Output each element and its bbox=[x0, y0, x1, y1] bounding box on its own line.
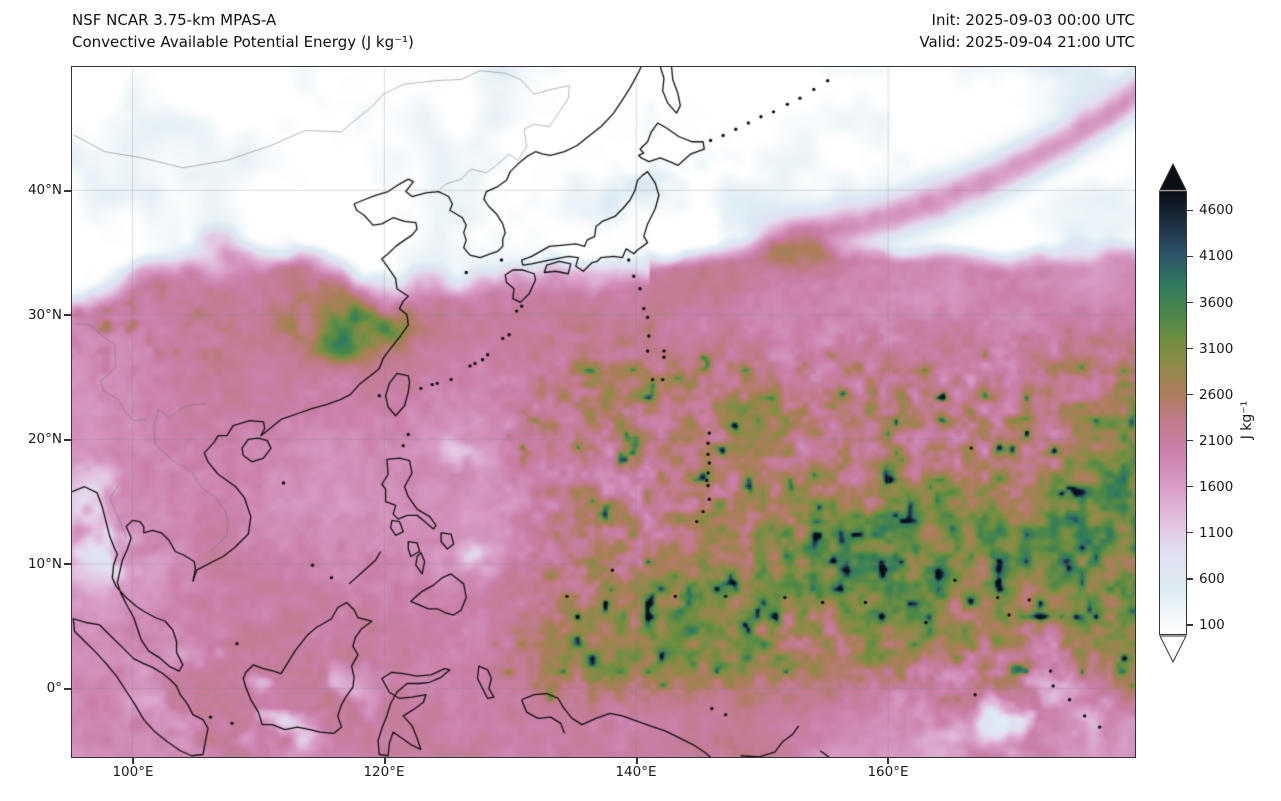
y-tick-label-40n: 40°N bbox=[27, 182, 62, 198]
colorbar bbox=[1159, 191, 1187, 635]
coastline-overlay bbox=[72, 67, 1135, 757]
map-panel bbox=[71, 66, 1136, 758]
colorbar-tick-label: 100 bbox=[1199, 616, 1225, 633]
colorbar-tickmark bbox=[1187, 255, 1193, 258]
colorbar-tick-label: 4100 bbox=[1199, 248, 1234, 265]
colorbar-tick-label: 3600 bbox=[1199, 294, 1234, 311]
variable-name: Convective Available Potential Energy (J… bbox=[72, 33, 414, 51]
x-tick-label-120e: 120°E bbox=[363, 764, 405, 780]
colorbar-tick-label: 1600 bbox=[1199, 478, 1234, 495]
colorbar-tickmark bbox=[1187, 347, 1193, 350]
y-axis-tick bbox=[64, 688, 71, 690]
time-block: Init: 2025-09-03 00:00 UTC Valid: 2025-0… bbox=[635, 9, 1135, 53]
y-axis-tick bbox=[64, 439, 71, 441]
y-axis-tick bbox=[64, 314, 71, 316]
model-name: NSF NCAR 3.75-km MPAS-A bbox=[72, 11, 277, 29]
colorbar-tickmark bbox=[1187, 301, 1193, 304]
colorbar-tickmark bbox=[1187, 578, 1193, 580]
x-tick-label-140e: 140°E bbox=[615, 764, 657, 780]
colorbar-tick-label: 3100 bbox=[1199, 340, 1234, 357]
colorbar-tick-label: 600 bbox=[1199, 570, 1225, 587]
colorbar-extend-max-arrow bbox=[1159, 163, 1187, 191]
colorbar-tickmark bbox=[1187, 209, 1193, 212]
y-tick-label-30n: 30°N bbox=[27, 307, 62, 323]
colorbar-unit-label: J kg⁻¹ bbox=[1239, 400, 1255, 440]
colorbar-tickmark bbox=[1187, 439, 1193, 442]
x-axis-tick bbox=[384, 757, 386, 764]
colorbar-tick-label: 1100 bbox=[1199, 524, 1234, 541]
y-tick-label-0: 0° bbox=[46, 680, 62, 696]
colorbar-tick-label: 2600 bbox=[1199, 386, 1234, 403]
colorbar-extend-min-arrow bbox=[1159, 635, 1187, 663]
colorbar-tickmark bbox=[1187, 531, 1193, 534]
y-axis-tick bbox=[64, 563, 71, 565]
colorbar-tick-label: 4600 bbox=[1199, 202, 1234, 219]
x-axis-tick bbox=[887, 757, 889, 764]
valid-time: Valid: 2025-09-04 21:00 UTC bbox=[919, 33, 1135, 51]
colorbar-tickmark bbox=[1187, 624, 1193, 626]
x-axis-tick bbox=[636, 757, 638, 764]
colorbar-tick-label: 2100 bbox=[1199, 432, 1234, 449]
title-block: NSF NCAR 3.75-km MPAS-A Convective Avail… bbox=[72, 9, 414, 53]
y-tick-label-20n: 20°N bbox=[27, 431, 62, 447]
x-tick-label-100e: 100°E bbox=[112, 764, 154, 780]
colorbar-tickmark bbox=[1187, 485, 1193, 488]
x-tick-label-160e: 160°E bbox=[867, 764, 909, 780]
init-time: Init: 2025-09-03 00:00 UTC bbox=[931, 11, 1135, 29]
y-tick-label-10n: 10°N bbox=[27, 556, 62, 572]
x-axis-tick bbox=[132, 757, 134, 764]
y-axis-tick bbox=[64, 190, 71, 192]
colorbar-tickmark bbox=[1187, 393, 1193, 396]
